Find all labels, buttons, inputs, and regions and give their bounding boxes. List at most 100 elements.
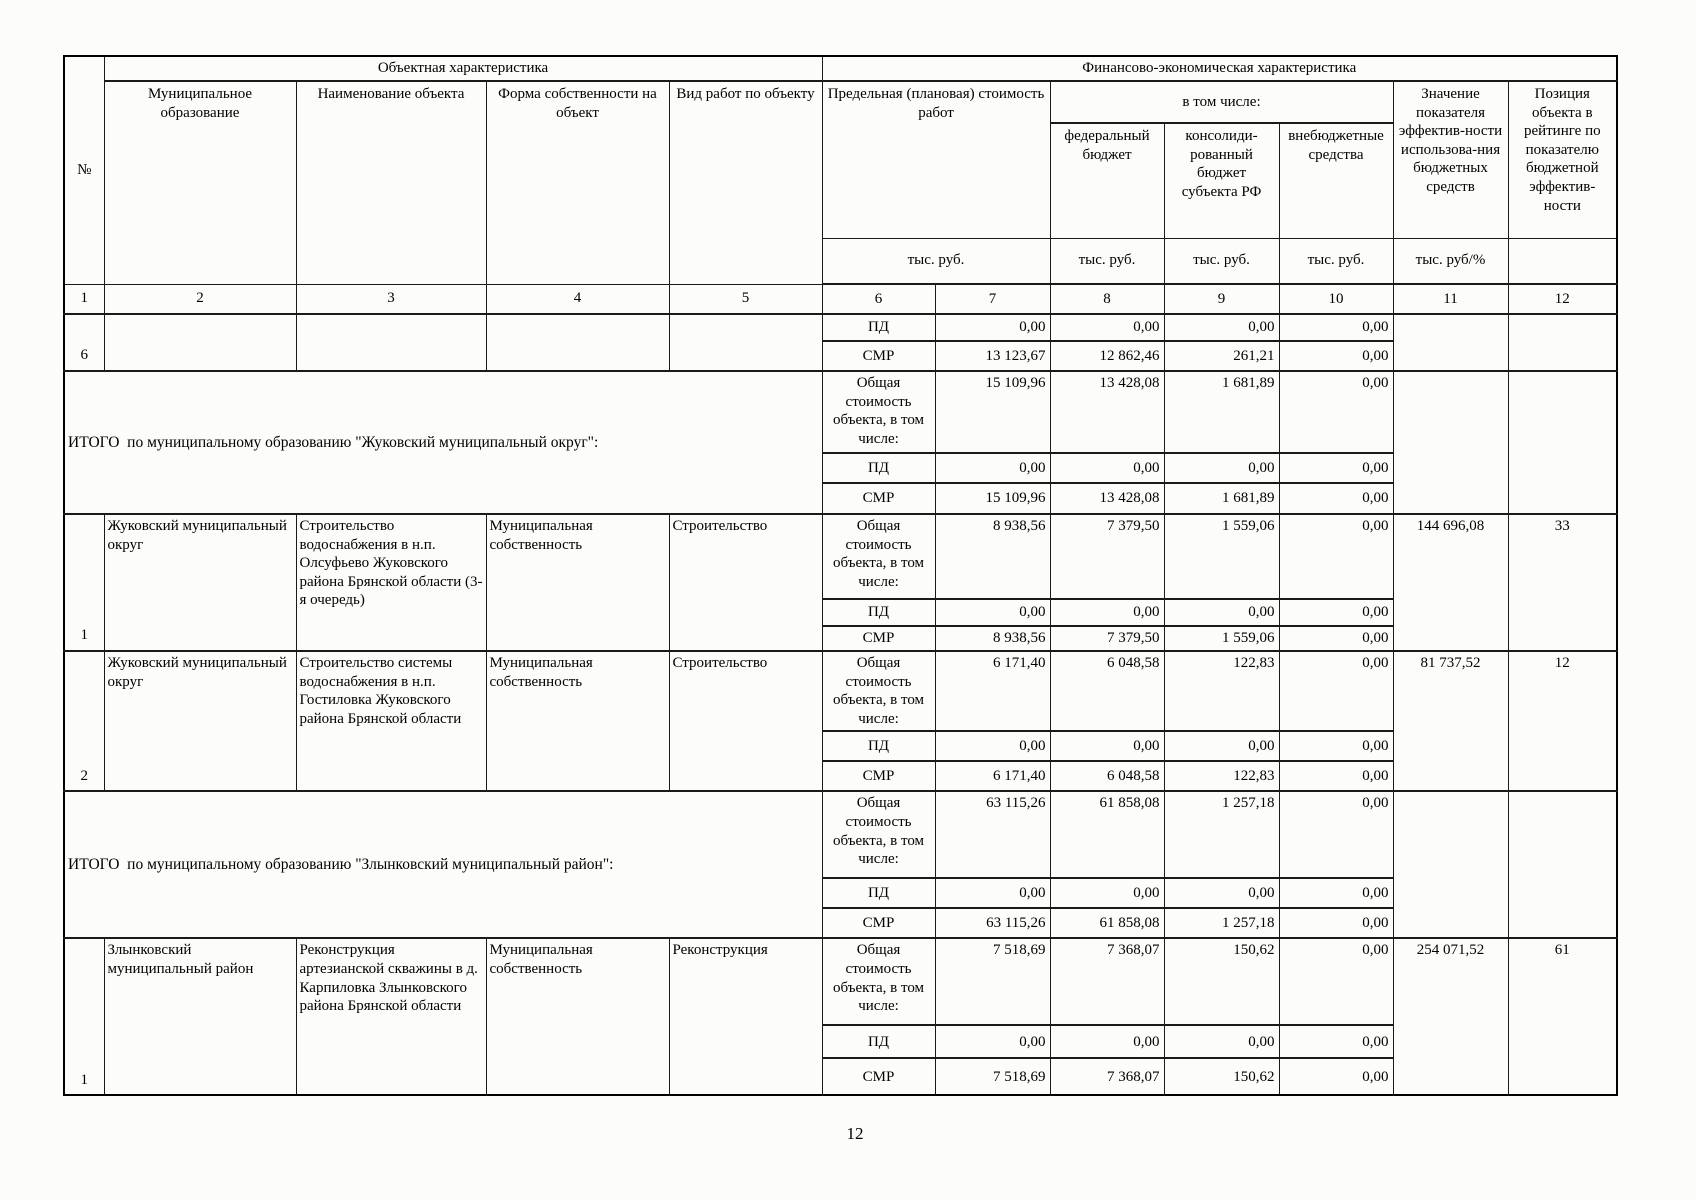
colnum-6: 6 [821,283,936,315]
value-cell: 13 123,67 [934,340,1051,372]
empty-cell [1507,790,1618,939]
value-cell: 0,00 [1278,790,1394,879]
rating-value: 12 [1507,649,1618,792]
colnum-1: 1 [63,283,105,315]
row-label-total-cost: Общая стоимость объекта, в том числе: [821,790,936,879]
empty-cell [485,313,670,372]
value-cell: 0,00 [1278,598,1394,627]
header-finance-group: Финансово-экономическая характеристика [821,55,1618,82]
value-cell: 0,00 [1049,452,1165,484]
colnum-3: 3 [295,283,487,315]
value-cell: 0,00 [934,598,1051,627]
header-num: № [63,55,105,285]
empty-cell [668,313,823,372]
value-cell: 1 257,18 [1163,790,1280,879]
value-cell: 122,83 [1163,649,1280,732]
units-cost: тыс. руб. [821,237,1051,285]
value-cell: 1 559,06 [1163,625,1280,652]
value-cell: 1 559,06 [1163,513,1280,600]
value-cell: 0,00 [1278,482,1394,515]
value-cell: 0,00 [1278,877,1394,909]
value-cell: 0,00 [1278,452,1394,484]
row-label-pd: ПД [821,1024,936,1059]
work-type-cell: Реконструкция [668,937,823,1096]
value-cell: 0,00 [1278,937,1394,1026]
row-label-smr: СМР [821,482,936,515]
municipality-cell: Жуковский муниципальный округ [103,513,297,652]
units-consolidated: тыс. руб. [1163,237,1280,285]
colnum-9: 9 [1163,283,1280,315]
value-cell: 15 109,96 [934,370,1051,454]
value-cell: 0,00 [934,730,1051,762]
row-label-total-cost: Общая стоимость объекта, в том числе: [821,370,936,454]
value-cell: 63 115,26 [934,790,1051,879]
row-number: 6 [63,313,105,372]
colnum-4: 4 [485,283,670,315]
colnum-8: 8 [1049,283,1165,315]
value-cell: 0,00 [1278,513,1394,600]
value-cell: 7 518,69 [934,1057,1051,1096]
value-cell: 0,00 [1163,452,1280,484]
row-label-total-cost: Общая стоимость объекта, в том числе: [821,937,936,1026]
header-consolidated-budget: консолиди-рованный бюджет субъекта РФ [1163,122,1280,239]
value-cell: 0,00 [934,877,1051,909]
empty-cell [103,313,297,372]
header-efficiency: Значение показателя эффектив-ности испол… [1392,80,1509,239]
report-table: № Объектная характеристика Финансово-эко… [63,55,1619,1097]
colnum-10: 10 [1278,283,1394,315]
value-cell: 0,00 [1278,1024,1394,1059]
value-cell: 150,62 [1163,937,1280,1026]
row-label-pd: ПД [821,877,936,909]
header-cost: Предельная (плановая) стоимость работ [821,80,1051,239]
ownership-cell: Муниципальная собственность [485,937,670,1096]
work-type-cell: Строительство [668,649,823,792]
value-cell: 8 938,56 [934,625,1051,652]
value-cell: 13 428,08 [1049,482,1165,515]
units-federal: тыс. руб. [1049,237,1165,285]
value-cell: 61 858,08 [1049,790,1165,879]
value-cell: 0,00 [1278,760,1394,792]
row-label-pd: ПД [821,313,936,342]
value-cell: 0,00 [934,313,1051,342]
value-cell: 1 257,18 [1163,907,1280,939]
object-name-cell: Строительство водоснабжения в н.п. Олсуф… [295,513,487,652]
value-cell: 0,00 [1049,730,1165,762]
value-cell: 122,83 [1163,760,1280,792]
value-cell: 7 379,50 [1049,513,1165,600]
municipality-cell: Злынковский муниципальный район [103,937,297,1096]
header-federal-budget: федеральный бюджет [1049,122,1165,239]
value-cell: 0,00 [1163,877,1280,909]
colnum-5: 5 [668,283,823,315]
municipality-cell: Жуковский муниципальный округ [103,649,297,792]
value-cell: 0,00 [1049,877,1165,909]
value-cell: 13 428,08 [1049,370,1165,454]
value-cell: 7 518,69 [934,937,1051,1026]
empty-cell [1392,790,1509,939]
value-cell: 0,00 [934,452,1051,484]
rating-value: 61 [1507,937,1618,1096]
value-cell: 15 109,96 [934,482,1051,515]
row-label-pd: ПД [821,452,936,484]
value-cell: 8 938,56 [934,513,1051,600]
row-label-smr: СМР [821,760,936,792]
value-cell: 12 862,46 [1049,340,1165,372]
units-extrabudgetary: тыс. руб. [1278,237,1394,285]
value-cell: 0,00 [1278,370,1394,454]
empty-cell [295,313,487,372]
row-label-smr: СМР [821,625,936,652]
empty-cell [1392,313,1509,372]
value-cell: 0,00 [1278,907,1394,939]
value-cell: 6 048,58 [1049,760,1165,792]
header-object-group: Объектная характеристика [103,55,823,82]
value-cell: 0,00 [1049,1024,1165,1059]
row-label-total-cost: Общая стоимость объекта, в том числе: [821,649,936,732]
value-cell: 0,00 [1049,313,1165,342]
value-cell: 0,00 [1163,313,1280,342]
colnum-2: 2 [103,283,297,315]
row-label-total-cost: Общая стоимость объекта, в том числе: [821,513,936,600]
row-label-pd: ПД [821,598,936,627]
colnum-7: 7 [934,283,1051,315]
ownership-cell: Муниципальная собственность [485,513,670,652]
page-number: 12 [846,1124,864,1143]
